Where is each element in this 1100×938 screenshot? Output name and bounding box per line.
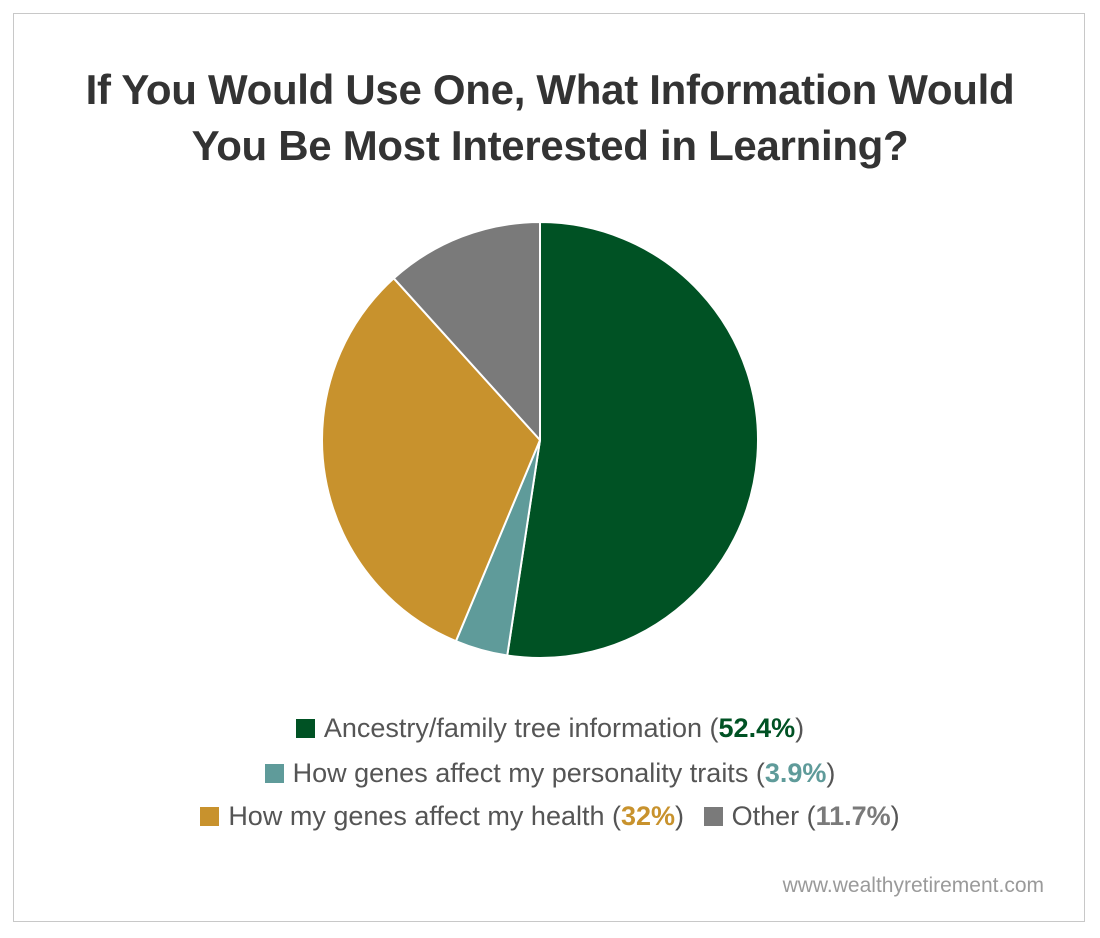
legend-label-other: Other xyxy=(731,801,800,831)
legend-label-health: How my genes affect my health xyxy=(228,801,605,831)
legend-row-1: Ancestry/family tree information (52.4%) xyxy=(0,710,1100,746)
legend-item-other: Other (11.7%) xyxy=(703,798,900,834)
legend-value-ancestry: 52.4% xyxy=(718,713,796,743)
source-credit: www.wealthyretirement.com xyxy=(782,874,1044,897)
legend-item-ancestry: Ancestry/family tree information (52.4%) xyxy=(295,710,804,746)
legend-item-health: How my genes affect my health (32%) xyxy=(200,798,684,834)
pie-slice-ancestry xyxy=(506,221,759,659)
legend-value-personality: 3.9% xyxy=(764,758,827,788)
legend-swatch-personality xyxy=(264,764,284,783)
legend-row-3: How my genes affect my health (32%) Othe… xyxy=(0,798,1100,834)
chart-title: If You Would Use One, What Information W… xyxy=(0,62,1100,174)
legend-value-other: 11.7% xyxy=(815,801,891,831)
legend-label-personality: How genes affect my personality traits xyxy=(292,758,749,788)
legend-value-health: 32% xyxy=(621,801,676,831)
legend-row-2: How genes affect my personality traits (… xyxy=(0,755,1100,791)
legend-swatch-other xyxy=(703,807,723,826)
legend-item-personality: How genes affect my personality traits (… xyxy=(264,755,835,791)
legend-label-ancestry: Ancestry/family tree information xyxy=(323,713,703,743)
chart-title-line-2: You Be Most Interested in Learning? xyxy=(191,122,909,169)
pie-slice-other xyxy=(392,221,541,441)
legend-swatch-ancestry xyxy=(295,719,315,738)
chart-title-line-1: If You Would Use One, What Information W… xyxy=(85,66,1015,113)
pie-slice-health xyxy=(321,277,541,643)
legend-swatch-health xyxy=(200,807,220,826)
